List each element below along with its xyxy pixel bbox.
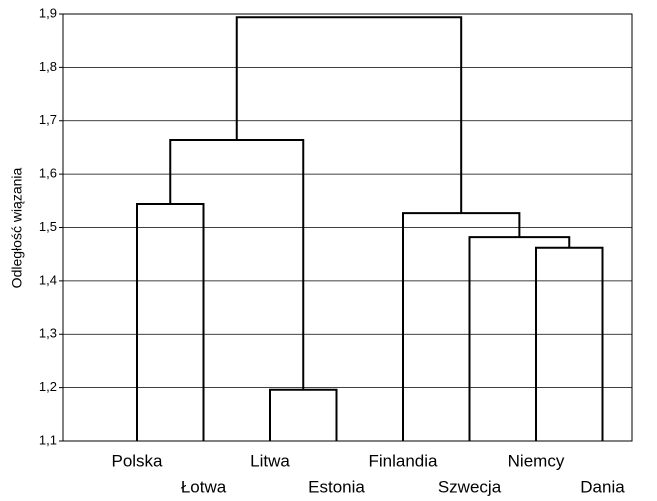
leaf-label: Litwa xyxy=(250,451,290,470)
link xyxy=(468,236,571,441)
y-tick-label: 1,1 xyxy=(39,432,57,447)
y-tick-label: 1,4 xyxy=(39,272,57,287)
leaf-label: Niemcy xyxy=(508,451,565,470)
y-tick-label: 1,3 xyxy=(39,326,57,341)
leaf-label: Łotwa xyxy=(181,477,227,496)
y-tick-label: 1,8 xyxy=(39,59,57,74)
leaf-label: Finlandia xyxy=(369,451,439,470)
plot-frame xyxy=(62,13,633,442)
link xyxy=(169,138,305,390)
y-tick-label: 1,9 xyxy=(39,5,57,20)
y-tick-label: 1,6 xyxy=(39,166,57,181)
leaf-label: Polska xyxy=(111,451,163,470)
leaf-label: Dania xyxy=(580,477,625,496)
y-tick-label: 1,7 xyxy=(39,112,57,127)
link xyxy=(535,246,604,441)
link xyxy=(402,212,521,441)
y-axis-label: Odległość wiązania xyxy=(9,167,25,288)
link xyxy=(235,16,463,214)
link xyxy=(136,203,205,441)
y-tick-label: 1,5 xyxy=(39,219,57,234)
y-tick-label: 1,2 xyxy=(39,379,57,394)
leaf-label: Szwecja xyxy=(438,477,502,496)
leaf-label: Estonia xyxy=(308,477,365,496)
link xyxy=(269,388,338,441)
